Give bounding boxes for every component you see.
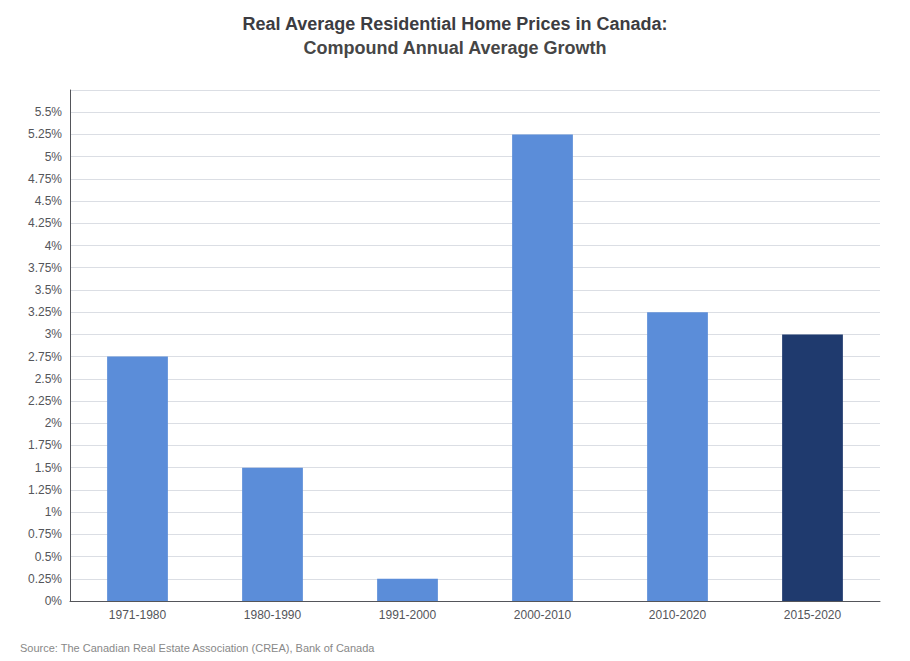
svg-text:0.75%: 0.75% — [28, 527, 62, 541]
svg-text:2010-2020: 2010-2020 — [649, 608, 707, 622]
svg-text:Source: The Canadian Real Esta: Source: The Canadian Real Estate Associa… — [20, 642, 375, 654]
svg-text:1971-1980: 1971-1980 — [109, 608, 167, 622]
svg-text:2%: 2% — [45, 416, 63, 430]
svg-text:Real Average Residential Home: Real Average Residential Home Prices in … — [243, 14, 668, 34]
svg-text:3%: 3% — [45, 327, 63, 341]
svg-text:1%: 1% — [45, 505, 63, 519]
svg-text:3.5%: 3.5% — [35, 283, 63, 297]
svg-text:0.5%: 0.5% — [35, 550, 63, 564]
svg-text:4%: 4% — [45, 239, 63, 253]
svg-text:4.5%: 4.5% — [35, 194, 63, 208]
svg-text:4.25%: 4.25% — [28, 216, 62, 230]
svg-text:2.5%: 2.5% — [35, 372, 63, 386]
svg-text:0%: 0% — [45, 594, 63, 608]
svg-text:1991-2000: 1991-2000 — [379, 608, 437, 622]
svg-text:3.25%: 3.25% — [28, 305, 62, 319]
svg-text:3.75%: 3.75% — [28, 261, 62, 275]
svg-text:Compound Annual Average Growth: Compound Annual Average Growth — [303, 38, 606, 58]
svg-text:1.75%: 1.75% — [28, 438, 62, 452]
svg-text:5%: 5% — [45, 150, 63, 164]
svg-text:2.75%: 2.75% — [28, 350, 62, 364]
svg-text:0.25%: 0.25% — [28, 572, 62, 586]
svg-text:2.25%: 2.25% — [28, 394, 62, 408]
svg-text:1.5%: 1.5% — [35, 461, 63, 475]
svg-text:2015-2020: 2015-2020 — [784, 608, 842, 622]
svg-text:2000-2010: 2000-2010 — [514, 608, 572, 622]
svg-text:5.5%: 5.5% — [35, 105, 63, 119]
svg-text:5.25%: 5.25% — [28, 127, 62, 141]
svg-text:4.75%: 4.75% — [28, 172, 62, 186]
svg-text:1.25%: 1.25% — [28, 483, 62, 497]
svg-text:1980-1990: 1980-1990 — [244, 608, 302, 622]
